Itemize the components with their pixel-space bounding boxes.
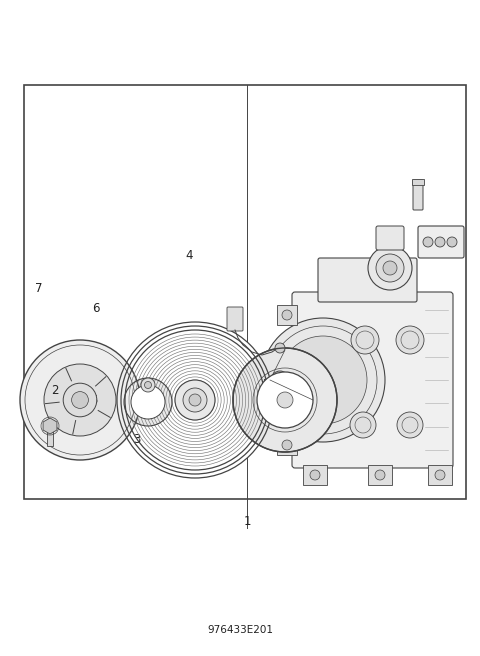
Text: 5: 5	[90, 394, 97, 407]
Circle shape	[141, 378, 155, 392]
FancyBboxPatch shape	[376, 226, 404, 250]
Circle shape	[117, 322, 273, 478]
Circle shape	[275, 343, 285, 353]
FancyBboxPatch shape	[292, 292, 453, 468]
Circle shape	[368, 246, 412, 290]
Circle shape	[20, 340, 140, 460]
FancyBboxPatch shape	[263, 370, 297, 390]
Circle shape	[397, 412, 423, 438]
Circle shape	[447, 237, 457, 247]
Circle shape	[277, 392, 293, 408]
Circle shape	[383, 261, 397, 275]
Circle shape	[233, 348, 337, 452]
Circle shape	[423, 237, 433, 247]
Circle shape	[175, 380, 215, 420]
FancyBboxPatch shape	[412, 179, 424, 185]
Polygon shape	[43, 418, 57, 434]
Circle shape	[124, 378, 172, 426]
Polygon shape	[257, 372, 313, 428]
Circle shape	[282, 440, 292, 450]
Circle shape	[44, 364, 116, 436]
Circle shape	[271, 371, 289, 389]
FancyBboxPatch shape	[227, 307, 243, 331]
Circle shape	[63, 383, 97, 417]
Polygon shape	[233, 348, 337, 452]
FancyBboxPatch shape	[277, 305, 297, 325]
Circle shape	[279, 336, 367, 424]
Circle shape	[282, 310, 292, 320]
Circle shape	[376, 254, 404, 282]
Circle shape	[144, 382, 152, 388]
Circle shape	[183, 388, 207, 412]
Circle shape	[351, 326, 379, 354]
Text: 976433E201: 976433E201	[207, 625, 273, 635]
Circle shape	[350, 412, 376, 438]
Circle shape	[189, 394, 201, 406]
Circle shape	[72, 392, 88, 409]
Circle shape	[435, 237, 445, 247]
FancyBboxPatch shape	[368, 465, 392, 485]
FancyBboxPatch shape	[318, 258, 417, 302]
Circle shape	[275, 375, 285, 385]
Polygon shape	[124, 378, 172, 426]
Text: 3: 3	[133, 433, 141, 446]
Bar	[24, 85, 466, 499]
Text: 4: 4	[186, 249, 193, 262]
Circle shape	[375, 470, 385, 480]
Text: 1: 1	[243, 515, 251, 528]
Circle shape	[310, 470, 320, 480]
FancyBboxPatch shape	[428, 465, 452, 485]
FancyBboxPatch shape	[413, 180, 423, 210]
Text: 7: 7	[35, 282, 42, 295]
FancyBboxPatch shape	[47, 426, 53, 446]
Text: 6: 6	[92, 302, 100, 315]
Polygon shape	[131, 385, 165, 419]
Circle shape	[261, 318, 385, 442]
Text: 2: 2	[51, 384, 59, 397]
FancyBboxPatch shape	[277, 435, 297, 455]
FancyBboxPatch shape	[418, 226, 464, 258]
FancyBboxPatch shape	[303, 465, 327, 485]
Circle shape	[435, 470, 445, 480]
Circle shape	[396, 326, 424, 354]
